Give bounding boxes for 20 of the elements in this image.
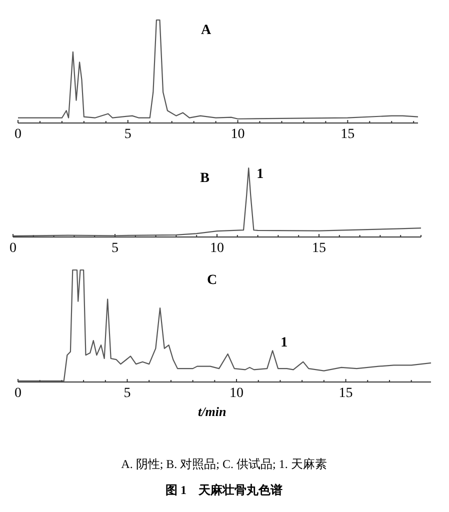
text: 图 1 天麻壮骨丸色谱 — [166, 483, 282, 497]
x-tick-label: 0 — [14, 386, 22, 401]
x-tick-label: 0 — [14, 127, 22, 142]
x-tick-label: 15 — [312, 241, 326, 256]
x-tick-label: 10 — [230, 386, 244, 401]
annotation: 1 — [280, 336, 288, 351]
x-tick-label: 5 — [124, 127, 132, 142]
x-tick-label: 15 — [340, 127, 355, 142]
x-tick-label: 15 — [338, 386, 353, 401]
annotation: C — [207, 273, 218, 288]
annotation: A — [200, 23, 212, 38]
x-tick-label: 10 — [230, 127, 245, 142]
text: A. 阴性; B. 对照品; C. 供试品; 1. 天麻素 — [121, 457, 327, 471]
annotation: 1 — [256, 167, 264, 182]
x-tick-label: 10 — [210, 241, 224, 256]
x-tick-label: 5 — [124, 386, 131, 401]
x-tick-label: 0 — [10, 241, 16, 256]
x-axis-title: t/min — [198, 404, 226, 419]
x-tick-label: 5 — [112, 241, 118, 256]
annotation: B — [200, 171, 210, 186]
